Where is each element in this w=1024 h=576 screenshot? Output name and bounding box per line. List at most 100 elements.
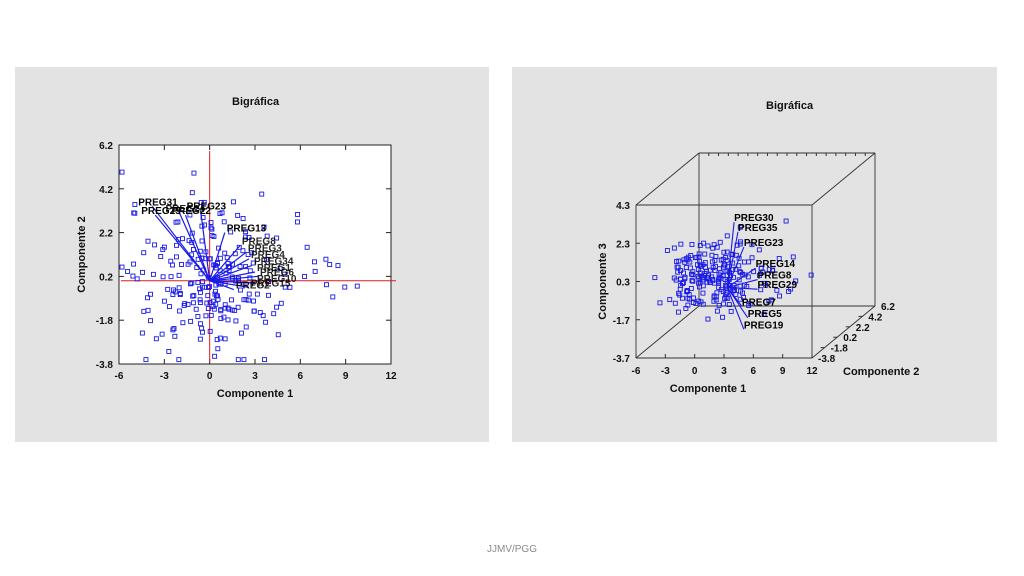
data-point	[190, 293, 196, 299]
x-tick-label: 6	[751, 366, 757, 377]
data-point	[218, 316, 224, 322]
left-chart-panel: Bigráfica -6 -3 0 3 6 9 12 -3.8 -1.8 0.2 2.2 4.2 6.2…	[15, 67, 489, 442]
data-point	[705, 243, 711, 249]
data-point	[191, 170, 197, 176]
data-point	[710, 265, 716, 271]
vector-label: PREG19	[744, 320, 784, 331]
data-point	[295, 212, 301, 217]
data-point	[685, 288, 690, 294]
data-point	[193, 306, 199, 312]
data-point	[776, 256, 782, 261]
data-point	[143, 357, 149, 363]
x-tick-label: -6	[632, 366, 641, 377]
loading-vector	[726, 287, 749, 319]
data-point	[210, 298, 216, 304]
data-point	[725, 268, 731, 274]
x-tick-label: 0	[207, 371, 213, 382]
data-point	[671, 245, 677, 251]
data-point	[652, 275, 658, 281]
data-point	[243, 229, 249, 235]
y-tick-label: 6.2	[881, 302, 895, 313]
data-point	[702, 260, 708, 266]
data-point	[214, 337, 220, 343]
data-point	[177, 292, 183, 298]
data-point	[716, 277, 721, 283]
data-point	[187, 259, 193, 265]
data-point	[717, 239, 723, 245]
data-point	[724, 290, 730, 296]
data-point	[197, 289, 203, 295]
y-tick-label: 4.2	[99, 185, 113, 196]
data-point	[693, 255, 699, 261]
z-tick-label: -3.7	[613, 354, 631, 365]
loading-vector	[727, 286, 758, 290]
data-point	[683, 306, 689, 311]
data-point	[257, 310, 263, 315]
data-point	[241, 357, 247, 363]
data-point	[676, 309, 681, 315]
vector-label: PREG7	[742, 297, 776, 308]
x-tick-label: 12	[806, 366, 818, 377]
y-tick-label: 4.2	[868, 312, 882, 323]
data-point	[690, 278, 696, 284]
data-point	[262, 357, 267, 363]
data-point	[354, 283, 360, 289]
data-point	[212, 353, 218, 359]
data-point	[187, 212, 193, 218]
data-point	[690, 300, 696, 306]
data-point	[211, 306, 217, 312]
data-point	[766, 298, 772, 304]
data-point	[208, 220, 214, 225]
y-tick-label: -1.8	[831, 344, 849, 355]
data-point	[229, 297, 234, 303]
data-point	[696, 280, 702, 286]
y-tick-label: 0.2	[843, 333, 857, 344]
data-point	[312, 268, 318, 274]
y-axis-label: Componente 2	[76, 216, 88, 292]
data-point	[254, 291, 260, 297]
data-point	[271, 311, 277, 317]
vector-label: PREG2	[236, 281, 270, 292]
data-point	[723, 294, 729, 300]
data-point	[172, 289, 178, 295]
data-point	[251, 298, 257, 304]
right-chart-panel: Bigráfica -6 -3 0 3 6 9 12 -3.7 -1.7 0.3 2.3 4.3 -3.…	[512, 67, 997, 442]
data-point	[139, 330, 145, 336]
data-point	[688, 285, 694, 291]
data-point	[689, 241, 695, 247]
data-point	[302, 273, 308, 279]
loading-vector	[726, 287, 745, 330]
data-point	[145, 307, 151, 313]
data-point	[222, 250, 228, 256]
data-point	[703, 265, 708, 271]
data-point	[685, 295, 691, 301]
data-point	[667, 297, 673, 303]
data-point	[716, 280, 722, 286]
loading-vector	[154, 214, 211, 282]
x-tick-label: 0	[692, 366, 698, 377]
y-tick-label: -1.8	[96, 316, 114, 327]
data-point	[236, 244, 242, 250]
data-point	[741, 295, 747, 300]
loading-vector	[726, 246, 745, 288]
data-point	[274, 235, 280, 241]
x-tick-label: 9	[343, 371, 349, 382]
data-point	[746, 259, 752, 265]
data-point	[182, 301, 188, 307]
data-point	[161, 298, 167, 304]
vector-label: PREG6	[260, 267, 294, 278]
data-point	[221, 219, 227, 225]
data-point	[709, 252, 715, 258]
data-point	[188, 318, 194, 324]
data-point	[173, 219, 179, 225]
vector-label: PREG25	[141, 206, 181, 217]
data-point	[226, 264, 231, 269]
data-point	[728, 308, 734, 314]
data-point	[119, 264, 125, 270]
data-point	[217, 255, 223, 261]
data-point	[678, 241, 684, 247]
data-point	[140, 269, 145, 275]
data-point	[723, 255, 728, 260]
data-point	[152, 242, 158, 248]
data-point	[185, 301, 191, 307]
